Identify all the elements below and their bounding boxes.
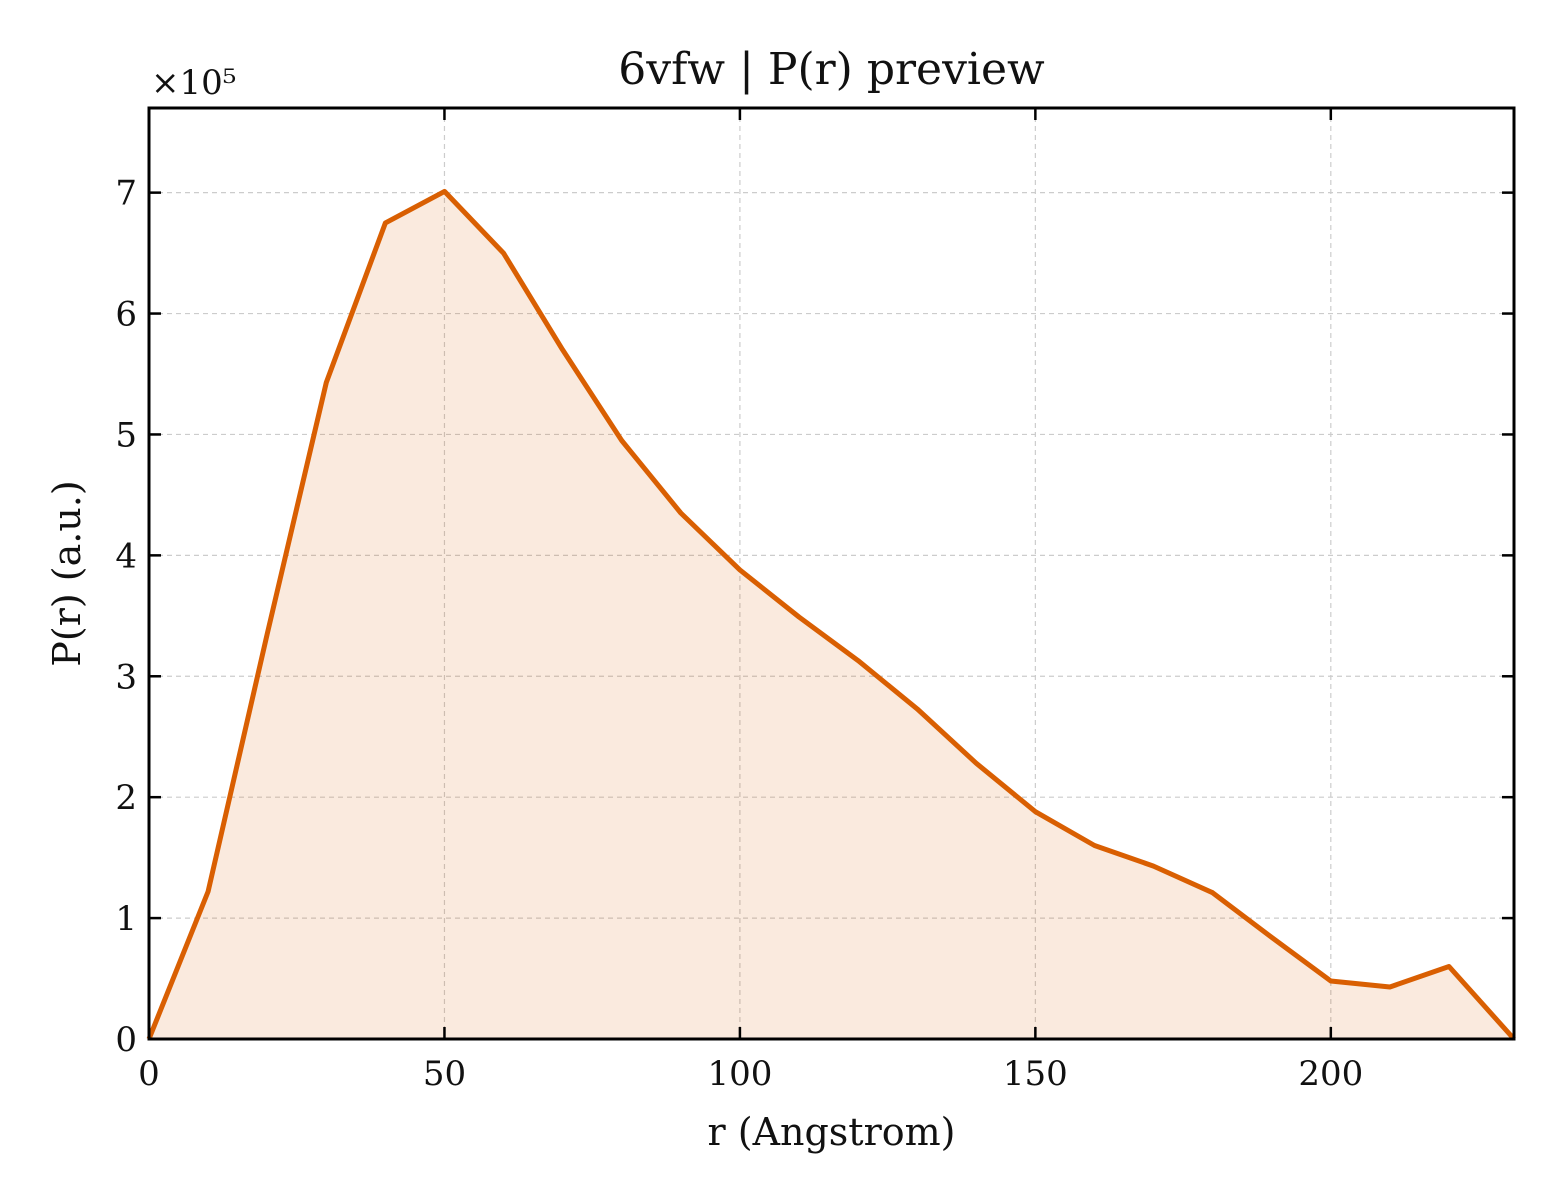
y-tick-label: 2 bbox=[115, 778, 137, 818]
y-tick-label: 7 bbox=[115, 174, 137, 214]
plot-frame bbox=[147, 106, 1516, 1041]
x-tick-label: 50 bbox=[423, 1054, 466, 1094]
y-tick-label: 1 bbox=[115, 899, 137, 939]
y-tick-label: 5 bbox=[115, 415, 137, 455]
y-axis-label: P(r) (a.u.) bbox=[45, 480, 89, 666]
x-tick-label: 150 bbox=[1003, 1054, 1068, 1094]
y-scale-multiplier: ×10⁵ bbox=[151, 63, 236, 103]
x-tick-label: 100 bbox=[707, 1054, 772, 1094]
y-tick-label: 4 bbox=[115, 536, 137, 576]
x-tick-label: 200 bbox=[1298, 1054, 1363, 1094]
y-tick-label: 0 bbox=[115, 1020, 137, 1060]
y-tick-label: 3 bbox=[115, 657, 137, 697]
series-line bbox=[146, 188, 1516, 1041]
x-axis-label: r (Angstrom) bbox=[708, 1110, 956, 1154]
y-tick-label: 6 bbox=[115, 295, 137, 335]
chart-title: 6vfw | P(r) preview bbox=[618, 44, 1045, 95]
series-area-fill bbox=[149, 191, 1514, 1039]
grid bbox=[149, 108, 1514, 1039]
x-tick-label: 0 bbox=[138, 1054, 160, 1094]
